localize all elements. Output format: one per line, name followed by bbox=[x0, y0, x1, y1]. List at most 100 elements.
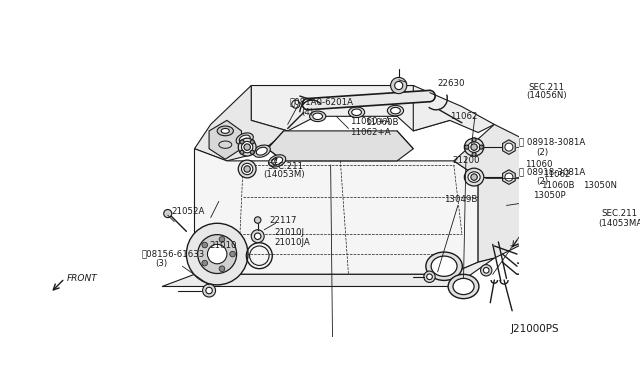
Text: (2): (2) bbox=[536, 177, 548, 186]
Polygon shape bbox=[195, 149, 478, 274]
Circle shape bbox=[164, 209, 172, 218]
Polygon shape bbox=[454, 124, 527, 262]
Circle shape bbox=[465, 145, 469, 149]
Circle shape bbox=[250, 140, 254, 144]
Text: 22117: 22117 bbox=[270, 215, 298, 225]
Ellipse shape bbox=[310, 111, 326, 122]
Circle shape bbox=[424, 271, 435, 282]
Ellipse shape bbox=[221, 128, 229, 133]
Circle shape bbox=[472, 138, 476, 142]
Polygon shape bbox=[268, 131, 413, 161]
Text: 11060B: 11060B bbox=[541, 181, 575, 190]
Circle shape bbox=[472, 153, 476, 156]
Text: 21010JA: 21010JA bbox=[274, 238, 310, 247]
Text: FRONT: FRONT bbox=[67, 274, 97, 283]
Polygon shape bbox=[502, 170, 515, 185]
Ellipse shape bbox=[426, 252, 462, 280]
Circle shape bbox=[250, 150, 254, 154]
Text: 13050P: 13050P bbox=[533, 191, 566, 200]
Ellipse shape bbox=[313, 113, 323, 119]
Ellipse shape bbox=[352, 109, 362, 115]
Text: 22630: 22630 bbox=[438, 78, 465, 87]
Polygon shape bbox=[252, 86, 450, 131]
Text: (14056N): (14056N) bbox=[527, 91, 568, 100]
Polygon shape bbox=[195, 86, 288, 161]
Polygon shape bbox=[502, 140, 515, 154]
Circle shape bbox=[471, 144, 477, 150]
Text: (14053M): (14053M) bbox=[264, 170, 305, 179]
Ellipse shape bbox=[217, 126, 234, 136]
Text: SEC.211: SEC.211 bbox=[602, 209, 637, 218]
Ellipse shape bbox=[269, 155, 285, 167]
Text: J21000PS: J21000PS bbox=[511, 324, 559, 334]
Ellipse shape bbox=[256, 147, 268, 155]
Ellipse shape bbox=[271, 157, 283, 165]
Circle shape bbox=[390, 77, 407, 94]
Circle shape bbox=[198, 235, 237, 273]
Ellipse shape bbox=[253, 145, 270, 157]
Circle shape bbox=[186, 223, 248, 285]
Circle shape bbox=[505, 173, 513, 181]
Circle shape bbox=[230, 251, 236, 257]
Circle shape bbox=[395, 81, 403, 90]
Circle shape bbox=[219, 266, 225, 272]
Ellipse shape bbox=[465, 138, 484, 156]
Text: 11062: 11062 bbox=[543, 170, 570, 179]
Text: 11060+A: 11060+A bbox=[350, 118, 390, 126]
Text: 21010J: 21010J bbox=[274, 228, 304, 237]
Text: 11060: 11060 bbox=[525, 160, 552, 169]
Circle shape bbox=[240, 150, 244, 154]
Text: Ⓓ08156-61633: Ⓓ08156-61633 bbox=[142, 250, 205, 259]
Text: 11062+A: 11062+A bbox=[350, 128, 390, 137]
Ellipse shape bbox=[468, 142, 480, 153]
Text: SEC.211: SEC.211 bbox=[268, 162, 303, 171]
Ellipse shape bbox=[387, 105, 404, 116]
Ellipse shape bbox=[238, 138, 256, 156]
Ellipse shape bbox=[241, 141, 253, 153]
Text: Ⓝ 08918-3081A: Ⓝ 08918-3081A bbox=[518, 138, 585, 147]
Polygon shape bbox=[413, 86, 494, 132]
Circle shape bbox=[481, 264, 492, 276]
Circle shape bbox=[240, 140, 244, 144]
Text: (4): (4) bbox=[301, 108, 314, 117]
Circle shape bbox=[505, 143, 513, 151]
Circle shape bbox=[479, 145, 483, 149]
Text: (3): (3) bbox=[156, 259, 168, 268]
Text: Ⓑ081A0-6201A: Ⓑ081A0-6201A bbox=[289, 97, 353, 106]
Circle shape bbox=[255, 217, 261, 223]
Text: Ⓝ 08918-3081A: Ⓝ 08918-3081A bbox=[518, 167, 585, 176]
Ellipse shape bbox=[239, 135, 250, 143]
Text: 13050N: 13050N bbox=[584, 181, 618, 190]
Text: SEC.211: SEC.211 bbox=[529, 83, 564, 92]
Ellipse shape bbox=[348, 107, 365, 118]
Text: 21200: 21200 bbox=[452, 156, 480, 166]
Ellipse shape bbox=[390, 108, 401, 114]
Circle shape bbox=[202, 260, 207, 266]
Circle shape bbox=[255, 233, 261, 240]
Circle shape bbox=[471, 174, 477, 180]
Ellipse shape bbox=[468, 172, 480, 182]
Ellipse shape bbox=[453, 278, 474, 295]
Text: 13049B: 13049B bbox=[444, 195, 477, 204]
Circle shape bbox=[483, 267, 489, 273]
Text: 11060B: 11060B bbox=[365, 118, 398, 127]
Text: 21010: 21010 bbox=[209, 241, 237, 250]
Ellipse shape bbox=[448, 274, 479, 299]
Polygon shape bbox=[162, 258, 494, 286]
Circle shape bbox=[203, 284, 216, 297]
Polygon shape bbox=[209, 121, 241, 159]
Circle shape bbox=[219, 237, 225, 242]
Ellipse shape bbox=[236, 133, 253, 145]
Polygon shape bbox=[308, 90, 429, 110]
Circle shape bbox=[206, 287, 212, 294]
Ellipse shape bbox=[465, 168, 484, 186]
Circle shape bbox=[207, 244, 227, 264]
Text: (14053MA): (14053MA) bbox=[598, 219, 640, 228]
Ellipse shape bbox=[241, 163, 253, 175]
Circle shape bbox=[427, 274, 433, 280]
Text: (2): (2) bbox=[536, 148, 548, 157]
Text: 21052A: 21052A bbox=[172, 208, 205, 217]
Ellipse shape bbox=[238, 160, 256, 178]
Ellipse shape bbox=[431, 256, 457, 276]
Circle shape bbox=[252, 230, 264, 243]
